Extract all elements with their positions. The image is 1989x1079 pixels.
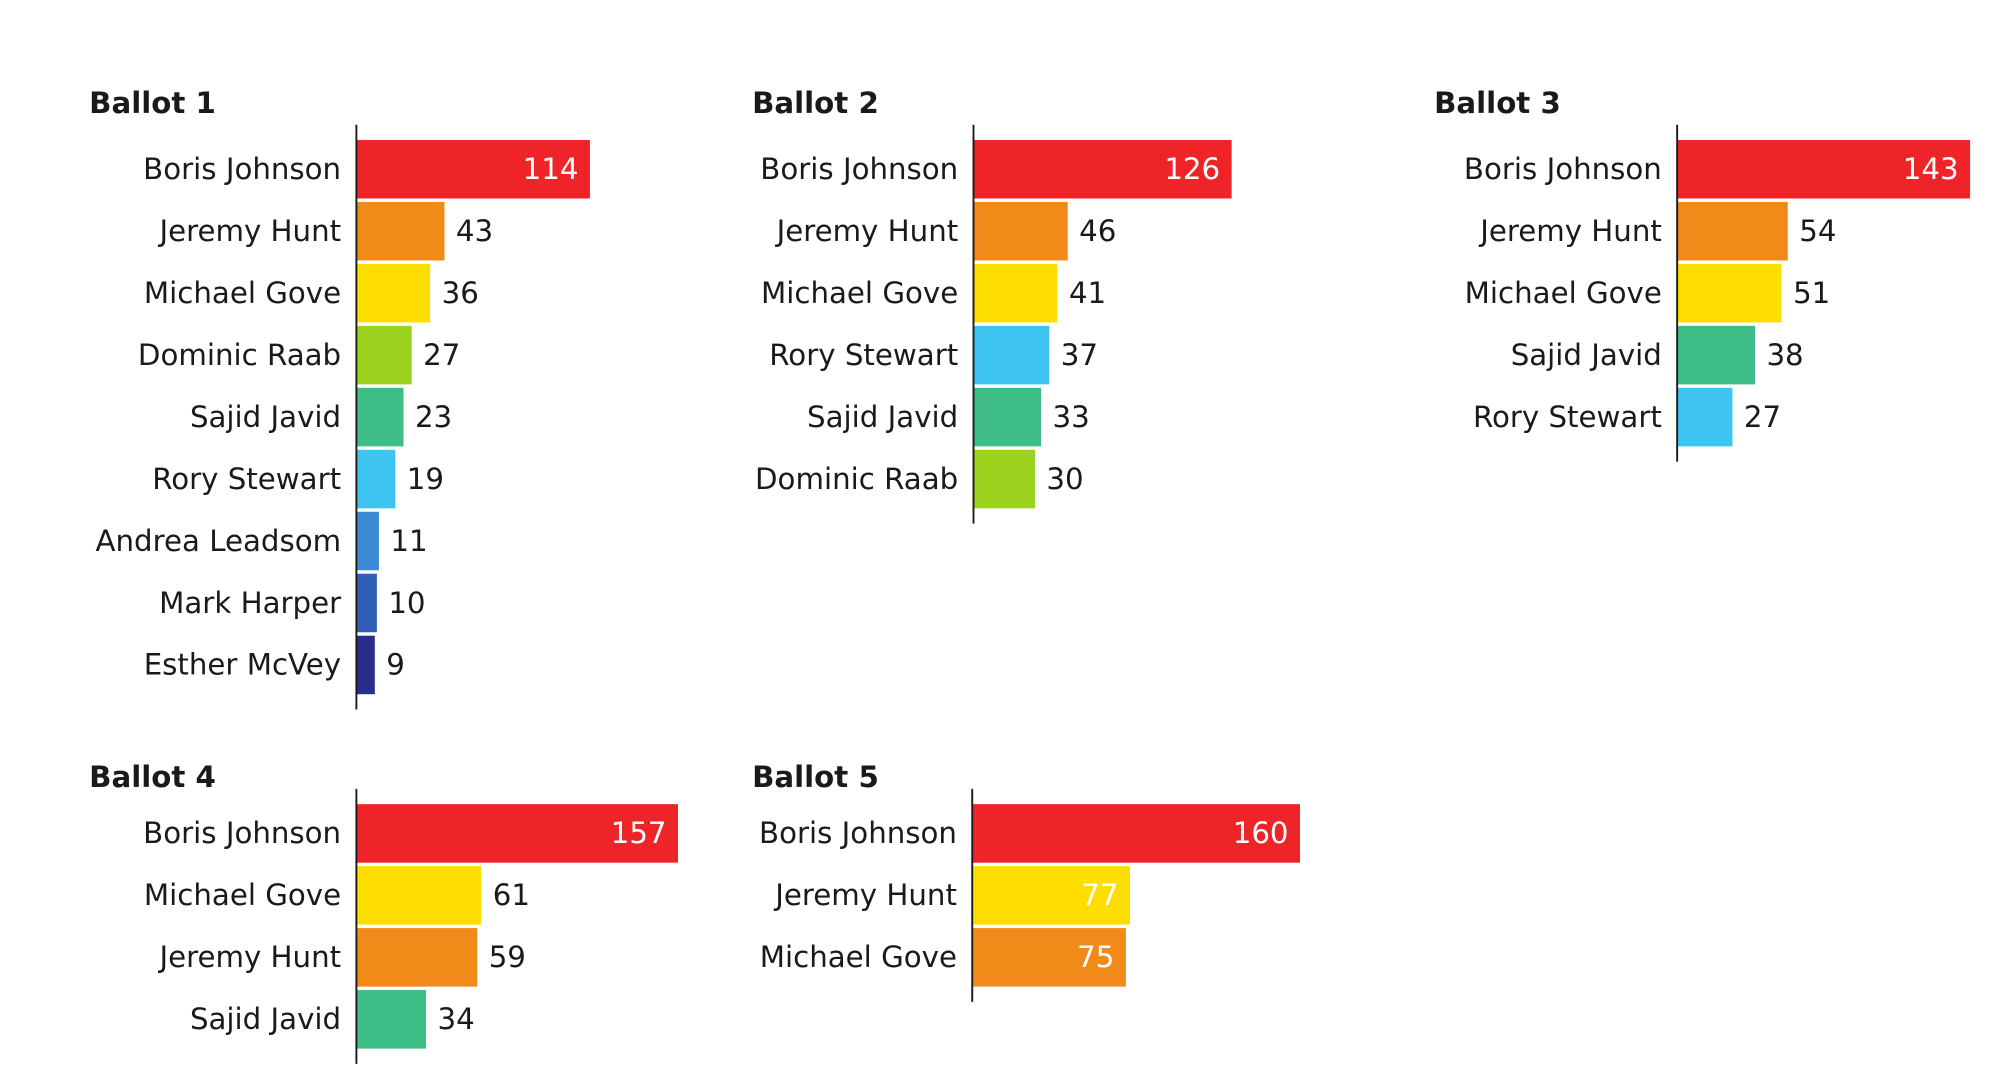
value-label: 38	[1766, 338, 1803, 372]
value-label: 59	[489, 940, 526, 974]
category-label: Michael Gove	[760, 940, 957, 974]
category-label: Esther McVey	[144, 648, 341, 682]
bar	[973, 201, 1068, 261]
bar	[356, 201, 445, 261]
category-label: Sajid Javid	[1511, 338, 1662, 372]
bar	[1677, 387, 1733, 447]
value-label: 61	[493, 878, 530, 912]
category-label: Andrea Leadsom	[95, 524, 341, 558]
value-label: 36	[442, 276, 479, 310]
category-label: Jeremy Hunt	[773, 878, 957, 912]
value-label: 23	[415, 400, 452, 434]
category-label: Rory Stewart	[1473, 400, 1662, 434]
value-label: 9	[386, 648, 405, 682]
category-label: Dominic Raab	[138, 338, 341, 372]
category-label: Sajid Javid	[807, 400, 958, 434]
value-label: 37	[1061, 338, 1098, 372]
category-label: Michael Gove	[144, 276, 341, 310]
category-label: Mark Harper	[159, 586, 342, 620]
value-label: 10	[388, 586, 425, 620]
category-label: Boris Johnson	[143, 816, 341, 850]
category-label: Dominic Raab	[755, 462, 958, 496]
category-label: Boris Johnson	[760, 152, 958, 186]
value-label: 54	[1799, 214, 1836, 248]
value-label: 30	[1046, 462, 1083, 496]
chart-title: Ballot 1	[89, 86, 216, 120]
bar	[972, 804, 1301, 863]
category-label: Jeremy Hunt	[775, 214, 959, 248]
chart-title: Ballot 3	[1434, 86, 1561, 120]
value-label: 11	[390, 524, 427, 558]
chart-title: Ballot 5	[752, 760, 879, 794]
bar	[356, 325, 412, 385]
bar	[356, 139, 590, 199]
bar	[356, 573, 377, 633]
bar	[356, 866, 482, 925]
value-label: 19	[407, 462, 444, 496]
category-label: Jeremy Hunt	[157, 214, 341, 248]
bar	[1677, 139, 1971, 199]
bar	[356, 635, 375, 695]
value-label: 34	[437, 1002, 474, 1036]
bar	[972, 928, 1126, 987]
chart-title: Ballot 2	[752, 86, 879, 120]
chart-title: Ballot 4	[89, 760, 216, 794]
category-label: Rory Stewart	[152, 462, 341, 496]
bar	[356, 804, 679, 863]
value-label: 75	[1077, 940, 1114, 974]
value-label: 114	[523, 152, 579, 186]
category-label: Rory Stewart	[769, 338, 958, 372]
category-label: Boris Johnson	[143, 152, 341, 186]
value-label: 143	[1903, 152, 1959, 186]
category-label: Sajid Javid	[190, 400, 341, 434]
category-label: Michael Gove	[1465, 276, 1662, 310]
value-label: 33	[1053, 400, 1090, 434]
bar	[1677, 325, 1755, 385]
value-label: 27	[1744, 400, 1781, 434]
bar	[973, 325, 1050, 385]
category-label: Michael Gove	[761, 276, 958, 310]
bar	[356, 263, 431, 323]
bar	[1677, 201, 1788, 261]
value-label: 77	[1081, 878, 1118, 912]
category-label: Sajid Javid	[190, 1002, 341, 1036]
bar	[356, 387, 404, 447]
bar	[356, 449, 396, 509]
bar	[973, 263, 1058, 323]
category-label: Boris Johnson	[759, 816, 957, 850]
value-label: 126	[1164, 152, 1220, 186]
bar	[973, 387, 1042, 447]
category-label: Michael Gove	[144, 878, 341, 912]
category-label: Boris Johnson	[1464, 152, 1662, 186]
value-label: 157	[611, 816, 667, 850]
value-label: 51	[1793, 276, 1830, 310]
value-label: 41	[1069, 276, 1106, 310]
bar	[356, 990, 427, 1049]
category-label: Jeremy Hunt	[1478, 214, 1662, 248]
value-label: 43	[456, 214, 493, 248]
value-label: 160	[1233, 816, 1289, 850]
category-label: Jeremy Hunt	[157, 940, 341, 974]
bar	[1677, 263, 1782, 323]
bar	[972, 866, 1130, 925]
bar	[356, 511, 379, 571]
bar	[973, 139, 1232, 199]
value-label: 27	[423, 338, 460, 372]
bar	[356, 928, 478, 987]
value-label: 46	[1079, 214, 1116, 248]
bar	[973, 449, 1035, 509]
